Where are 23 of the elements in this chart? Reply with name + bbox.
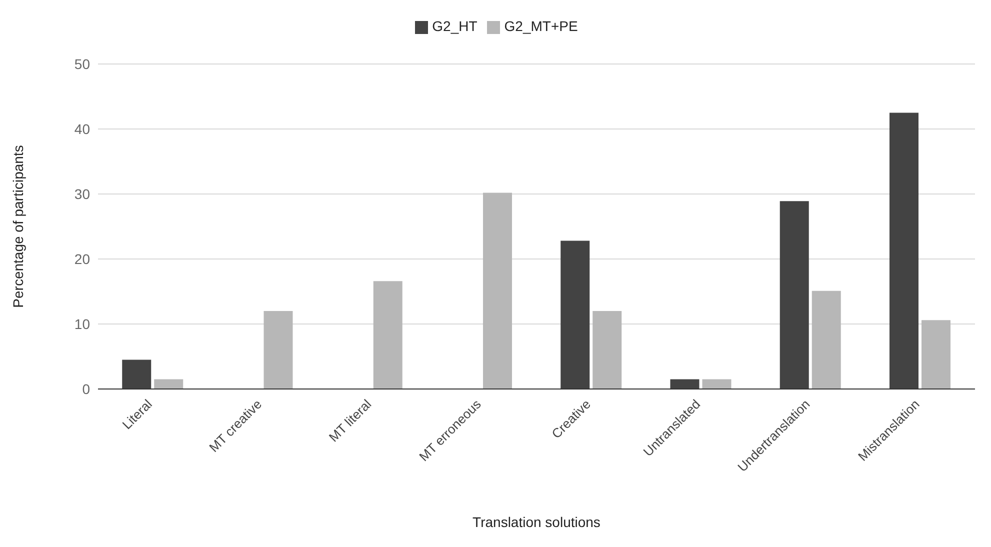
bar: [780, 201, 809, 389]
bar: [482, 192, 512, 389]
y-tick-label: 10: [74, 316, 90, 332]
legend-label: G2_HT: [432, 18, 478, 34]
y-tick-label: 0: [82, 380, 90, 397]
y-axis-title: Percentage of participants: [10, 145, 26, 308]
bar: [670, 379, 700, 389]
y-tick-label: 50: [74, 56, 90, 72]
bar: [264, 311, 293, 389]
y-tick-label: 20: [74, 250, 90, 267]
bar: [702, 379, 732, 389]
bar: [889, 112, 918, 389]
bar: [921, 320, 950, 389]
x-axis-title: Translation solutions: [472, 514, 600, 530]
bar: [373, 281, 402, 389]
legend-label: G2_MT+PE: [504, 18, 578, 34]
bar: [592, 311, 622, 389]
bar: [154, 379, 184, 389]
y-tick-label: 30: [74, 186, 90, 202]
y-tick-label: 40: [74, 120, 90, 137]
bar: [122, 360, 152, 389]
bar: [560, 240, 590, 389]
bar: [812, 290, 841, 389]
